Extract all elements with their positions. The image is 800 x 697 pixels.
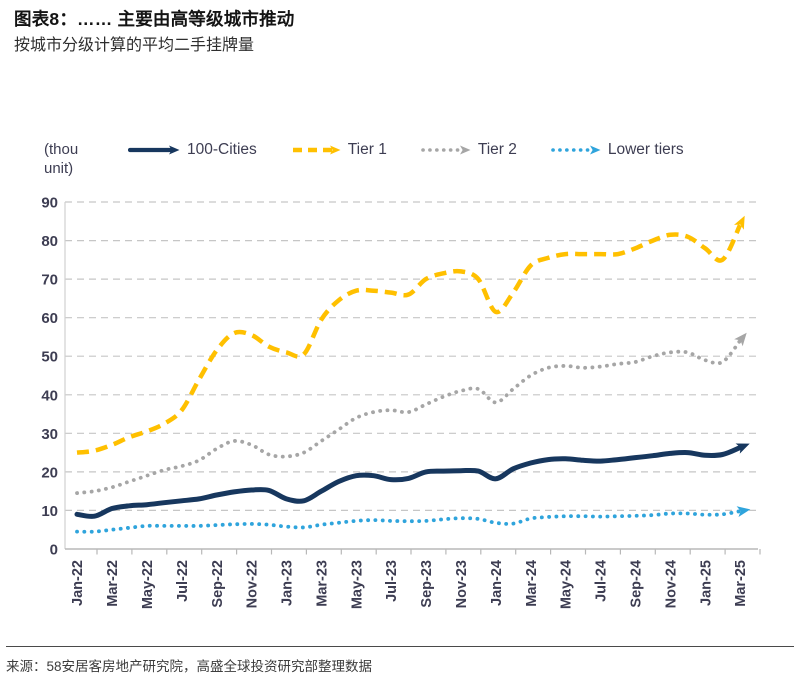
x-tick-label: Jan-25	[698, 560, 714, 606]
y-tick-label: 0	[50, 542, 58, 559]
page-subtitle: 按城市分级计算的平均二手挂牌量	[14, 37, 255, 54]
secondhand-listings-line-chart: 0 10 20 30 40 50 60 70 80 90 Jan-22 Mar-22 May-22 Jul…	[41, 195, 761, 609]
x-tick-label: Mar-23	[315, 560, 331, 607]
x-axis-labels: Jan-22 Mar-22 May-22 Jul-22 Sep-22 Nov-22 Jan-…	[70, 560, 749, 609]
y-axis-unit-label: (thou unit)	[44, 140, 100, 178]
y-tick-label: 20	[41, 464, 58, 481]
x-tick-label: Jul-24	[594, 560, 610, 602]
y-tick-label: 90	[41, 195, 58, 212]
x-tick-label: Sep-24	[629, 560, 645, 608]
unit-label-line2: unit)	[44, 160, 74, 177]
legend-line-icon-lower-tiers	[551, 145, 601, 154]
x-tick-label: Nov-24	[663, 560, 679, 608]
unit-label-line1: (thou	[44, 141, 79, 158]
x-tick-label: Jul-23	[384, 560, 400, 602]
x-tick-label: May-24	[559, 560, 575, 609]
chart-legend: (thou unit) 100-Cities Tier 1 Tier 2 Lower …	[44, 140, 684, 178]
page-title: 图表8：…… 主要由高等级城市推动	[14, 9, 295, 29]
y-tick-label: 60	[41, 310, 58, 327]
legend-label-tier-2: Tier 2	[477, 140, 517, 158]
x-tick-label: Sep-22	[210, 560, 226, 608]
x-tick-label: Mar-25	[733, 560, 749, 607]
series-line-100-cities	[74, 443, 750, 519]
legend-items: 100-Cities Tier 1 Tier 2 Lower tiers	[100, 140, 684, 159]
y-tick-label: 70	[41, 272, 58, 289]
x-tick-label: Mar-24	[524, 560, 540, 607]
legend-label-lower-tiers: Lower tiers	[607, 140, 684, 158]
x-tick-label: Jan-23	[280, 560, 296, 606]
legend-line-icon-100-cities	[128, 145, 180, 154]
x-tick-label: May-22	[140, 560, 156, 609]
x-tick-label: Nov-23	[454, 560, 470, 608]
x-tick-label: Jul-22	[175, 560, 191, 602]
x-tick-label: Jan-22	[70, 560, 86, 606]
y-tick-label: 40	[41, 387, 58, 404]
legend-item-100-cities: 100-Cities	[128, 140, 257, 159]
y-tick-label: 50	[41, 349, 58, 366]
axes	[64, 202, 758, 550]
legend-label-tier-1: Tier 1	[347, 140, 387, 158]
legend-line-icon-tier-1	[292, 145, 341, 154]
x-axis-ticks	[96, 549, 761, 555]
y-tick-label: 80	[41, 233, 58, 250]
x-tick-label: May-23	[349, 560, 365, 609]
source-note: 来源：58安居客房地产研究院，高盛全球投资研究部整理数据	[6, 646, 794, 675]
series-line-tier-2	[75, 332, 747, 495]
legend-line-icon-tier-2	[421, 145, 471, 154]
x-tick-label: Sep-23	[419, 560, 435, 608]
y-axis-labels: 0 10 20 30 40 50 60 70 80 90	[41, 195, 58, 559]
y-tick-label: 10	[41, 503, 58, 520]
legend-item-tier-2: Tier 2	[421, 140, 517, 159]
y-gridlines	[65, 201, 758, 511]
x-tick-label: Nov-22	[245, 560, 261, 608]
x-tick-label: Jan-24	[489, 560, 505, 606]
x-tick-label: Mar-22	[105, 560, 121, 607]
series-line-lower-tiers	[75, 506, 751, 534]
legend-item-tier-1: Tier 1	[291, 140, 387, 159]
legend-label-100-cities: 100-Cities	[187, 140, 257, 158]
y-tick-label: 30	[41, 426, 58, 443]
legend-item-lower-tiers: Lower tiers	[551, 140, 684, 159]
series-line-tier-1	[76, 215, 745, 455]
